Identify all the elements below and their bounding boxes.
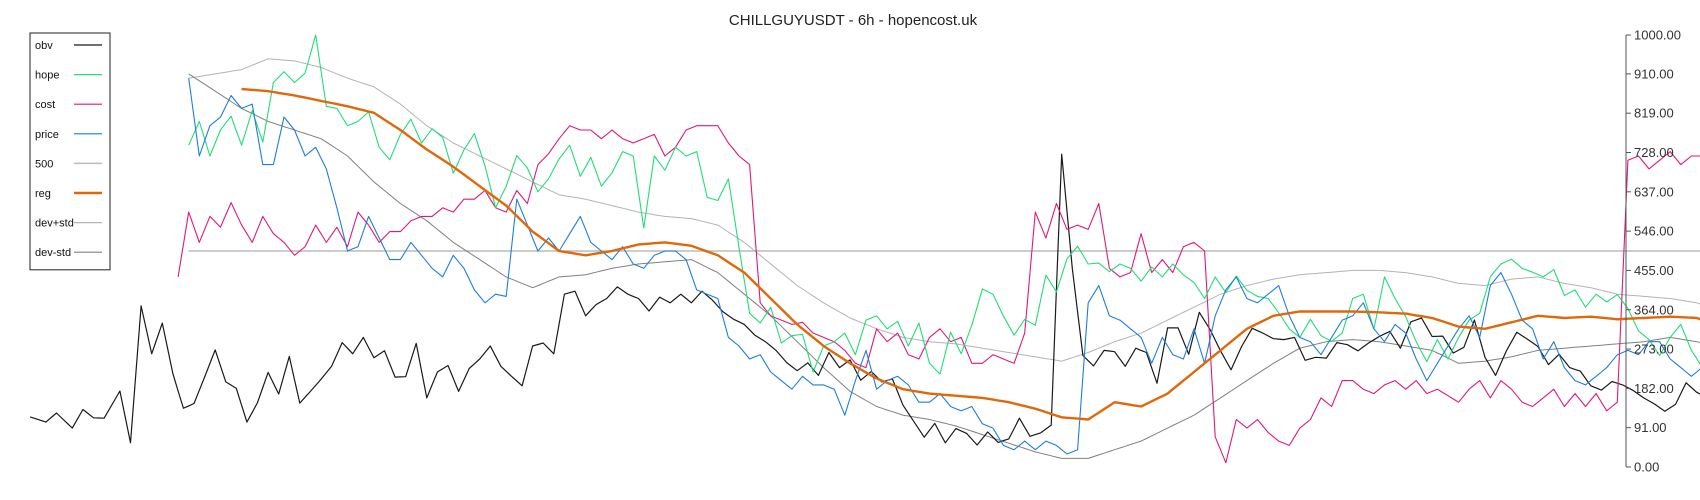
y-tick-label: 273.00: [1634, 342, 1674, 357]
y-tick-label: 91.00: [1634, 420, 1667, 435]
legend-label-cost: cost: [35, 99, 55, 111]
legend: obv hope cost price 500 reg dev+std dev-std: [29, 32, 111, 271]
legend-label-reg: reg: [35, 188, 51, 200]
series-layer: [29, 34, 1700, 464]
y-tick-label: 455.00: [1634, 263, 1674, 278]
series-line-dev-std: [188, 58, 1700, 362]
series-line-price: [188, 78, 1700, 455]
y-tick-label: 637.00: [1634, 184, 1674, 199]
y-tick-label: 546.00: [1634, 224, 1674, 239]
legend-label-hope: hope: [35, 70, 59, 82]
y-axis: 0.00 91.00 182.00 273.00 364.00 455.00 546.00 6…: [1625, 28, 1681, 475]
y-tick-label: 1000.00: [1634, 28, 1681, 43]
series-line-cost: [177, 125, 1700, 464]
series-line-reg: [241, 87, 1700, 421]
y-tick-label: 0.00: [1634, 460, 1659, 475]
series-line-dev-std: [188, 73, 1700, 459]
series-line-obv: [29, 153, 1700, 446]
y-tick-label: 182.00: [1634, 381, 1674, 396]
y-tick-label: 819.00: [1634, 106, 1674, 121]
chart-title: CHILLGUYUSDT - 6h - hopencost.uk: [729, 12, 978, 29]
y-tick-label: 910.00: [1634, 66, 1674, 81]
series-line-hope: [188, 34, 1700, 375]
legend-box: [29, 32, 111, 271]
y-tick-label: 728.00: [1634, 145, 1674, 160]
legend-label-price: price: [35, 129, 59, 141]
legend-label-dev-std: dev-std: [35, 247, 71, 259]
legend-label-obv: obv: [35, 40, 53, 52]
legend-label-dev-std: dev+std: [35, 218, 74, 230]
y-tick-label: 364.00: [1634, 302, 1674, 317]
legend-label-500: 500: [35, 158, 53, 170]
